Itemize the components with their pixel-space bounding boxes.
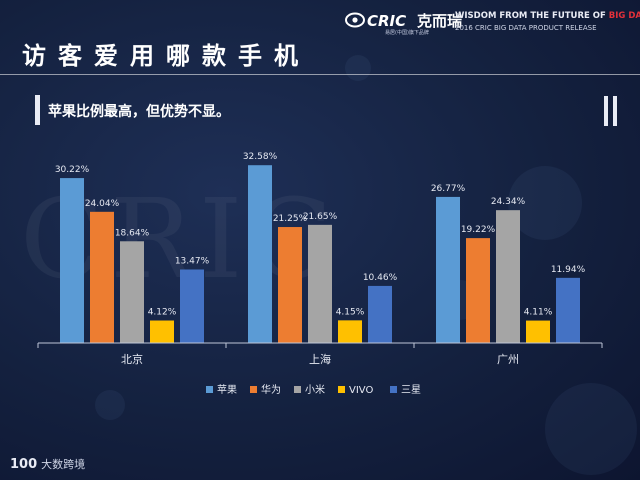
subtitle-accent-bar: [35, 95, 40, 125]
bar-北京-VIVO: [150, 320, 174, 343]
legend-swatch-三星: [390, 386, 397, 393]
brand-tagline-sub: 2016 CRIC BIG DATA PRODUCT RELEASE: [455, 24, 597, 32]
legend-label-三星: 三星: [401, 384, 421, 396]
brand-mini-text: 易居(中国)旗下品牌: [385, 30, 429, 36]
brand-header: CRIC 克而瑞 易居(中国)旗下品牌 WISDOM FROM THE FUTU…: [345, 10, 640, 36]
bar-广州-苹果: [436, 196, 460, 343]
legend-swatch-苹果: [206, 386, 213, 393]
bar-广州-小米: [496, 210, 520, 343]
brand-tagline-highlight: BIG DATA: [608, 11, 640, 21]
decor-bubble: [345, 55, 371, 81]
data-label: 24.04%: [85, 199, 120, 209]
legend-swatch-VIVO: [338, 386, 345, 393]
bar-北京-苹果: [60, 178, 84, 343]
decor-bubble: [545, 383, 637, 475]
decor-bubble: [508, 166, 582, 240]
data-label: 4.15%: [336, 307, 365, 317]
decor-bar: [613, 96, 617, 126]
legend-label-VIVO: VIVO: [349, 385, 373, 396]
data-label: 32.58%: [243, 152, 278, 162]
bar-广州-三星: [556, 277, 580, 343]
legend-swatch-小米: [294, 386, 301, 393]
brand-tagline-main: WISDOM FROM THE FUTURE OF: [455, 11, 609, 21]
category-label: 北京: [121, 352, 143, 366]
bar-北京-华为: [90, 211, 114, 343]
category-label: 上海: [309, 352, 331, 366]
bar-上海-苹果: [248, 165, 272, 343]
bar-上海-VIVO: [338, 320, 362, 343]
data-label: 21.65%: [303, 212, 338, 222]
data-label: 4.11%: [524, 308, 553, 318]
brand-name-cn: 克而瑞: [417, 12, 463, 30]
data-label: 30.22%: [55, 165, 90, 175]
category-label: 广州: [497, 353, 519, 366]
data-label: 24.34%: [491, 197, 526, 207]
data-label: 4.12%: [148, 308, 177, 318]
data-label: 10.46%: [363, 273, 398, 283]
bar-上海-华为: [278, 227, 302, 343]
decor-bubble: [95, 390, 125, 420]
legend-label-华为: 华为: [261, 383, 281, 396]
footer-logo-text: 大数跨境: [41, 458, 86, 471]
cric-logo-icon: CRIC: [345, 12, 406, 30]
data-label: 18.64%: [115, 228, 150, 238]
bar-广州-华为: [466, 238, 490, 343]
bar-广州-VIVO: [526, 320, 550, 343]
data-label: 19.22%: [461, 225, 496, 235]
data-label: 13.47%: [175, 256, 210, 266]
data-label: 26.77%: [431, 184, 466, 194]
footer-logo-num: 100: [10, 457, 38, 472]
bar-北京-三星: [180, 269, 204, 343]
bar-上海-小米: [308, 224, 332, 343]
bar-上海-三星: [368, 285, 392, 343]
decor-bar: [604, 96, 608, 126]
data-label: 11.94%: [551, 265, 586, 275]
cric-logo-text: CRIC: [367, 12, 406, 30]
legend-swatch-华为: [250, 386, 257, 393]
legend-label-苹果: 苹果: [217, 383, 237, 396]
page-title: 访客爱用哪款手机: [22, 42, 310, 70]
brand-tagline: WISDOM FROM THE FUTURE OF BIG DATA: [455, 11, 640, 21]
data-label: 21.25%: [273, 214, 308, 224]
bar-北京-小米: [120, 241, 144, 343]
footer-logo: 100 大数跨境: [10, 456, 85, 472]
title-divider: [0, 74, 640, 75]
page-subtitle: 苹果比例最高，但优势不显。: [48, 104, 230, 120]
legend-label-小米: 小米: [305, 383, 325, 396]
